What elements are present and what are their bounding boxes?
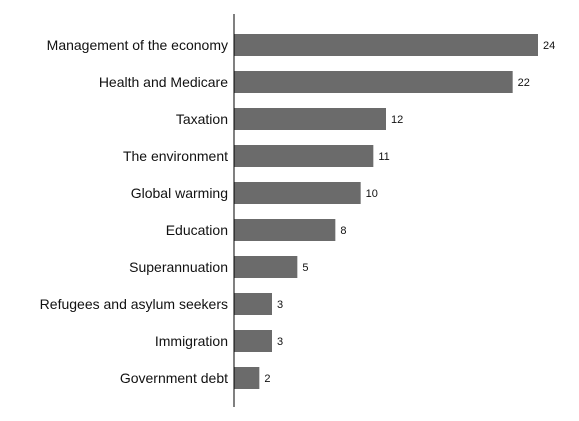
bar-7: [234, 293, 272, 315]
category-label: Management of the economy: [47, 37, 228, 53]
value-label: 22: [518, 77, 530, 89]
value-label: 24: [543, 40, 555, 52]
bar-1: [234, 71, 513, 93]
bar-2: [234, 108, 386, 130]
category-label: Health and Medicare: [99, 74, 228, 90]
category-label: The environment: [123, 148, 228, 164]
value-label: 3: [277, 336, 283, 348]
bar-5: [234, 219, 336, 241]
value-label: 2: [264, 373, 270, 385]
value-label: 3: [277, 299, 283, 311]
category-label: Education: [166, 222, 228, 238]
category-label: Government debt: [120, 370, 228, 386]
value-labels-group: 24 22 12 11 10 8 5 3 3 2: [264, 40, 555, 385]
value-label: 5: [302, 262, 308, 274]
category-label: Refugees and asylum seekers: [40, 296, 228, 312]
bar-6: [234, 256, 298, 278]
category-label: Taxation: [176, 111, 228, 127]
value-label: 10: [366, 188, 378, 200]
bar-4: [234, 182, 361, 204]
bar-3: [234, 145, 374, 167]
category-label: Immigration: [155, 333, 228, 349]
bar-9: [234, 367, 260, 389]
category-label: Global warming: [131, 185, 228, 201]
value-label: 12: [391, 114, 403, 126]
category-labels-group: Management of the economy Health and Medi…: [40, 37, 229, 386]
value-label: 8: [340, 225, 346, 237]
category-label: Superannuation: [129, 259, 228, 275]
value-label: 11: [378, 151, 389, 163]
bar-8: [234, 330, 272, 352]
bar-0: [234, 34, 538, 56]
bars-group: [234, 34, 538, 389]
